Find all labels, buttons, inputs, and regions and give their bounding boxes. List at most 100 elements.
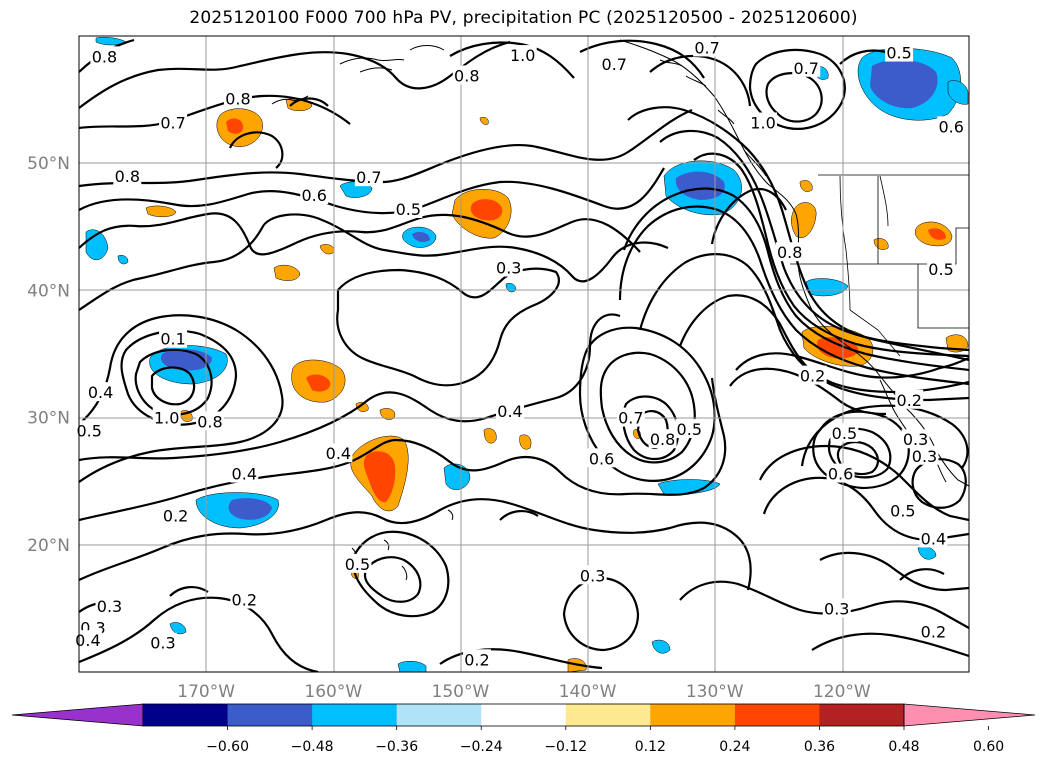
contour-label: 0.8 bbox=[195, 411, 224, 431]
colorbar-tick-label: −0.60 bbox=[206, 739, 249, 755]
latitude-label: 30°N bbox=[27, 409, 70, 429]
colorbar-tick-label: −0.12 bbox=[544, 739, 587, 755]
colorbar-segment bbox=[143, 704, 229, 726]
colorbar-frame bbox=[142, 703, 905, 727]
contour-label: 0.8 bbox=[648, 429, 677, 449]
contour-label: 0.5 bbox=[75, 420, 104, 440]
contour-label: 0.2 bbox=[161, 505, 190, 526]
contour-label: 0.7 bbox=[792, 57, 821, 78]
contour-label: 0.4 bbox=[919, 528, 948, 548]
contour-label-text: 0.5 bbox=[76, 421, 101, 440]
contour-label: 0.3 bbox=[95, 595, 124, 616]
contour-label: 0.6 bbox=[587, 448, 616, 468]
longitude-label: 150°W bbox=[432, 682, 490, 702]
contour-label: 0.8 bbox=[452, 65, 481, 85]
contour-label-text: 0.4 bbox=[326, 444, 351, 463]
contour-label-text: 1.0 bbox=[510, 46, 535, 65]
contour-label: 0.7 bbox=[693, 37, 722, 57]
contour-label-text: 0.5 bbox=[890, 501, 915, 520]
contour-label: 1.0 bbox=[508, 45, 537, 65]
contour-label-text: 0.7 bbox=[160, 113, 185, 132]
contour-label: 0.3 bbox=[910, 445, 939, 466]
contour-label-text: 0.8 bbox=[92, 47, 117, 66]
contour-label: 0.4 bbox=[230, 463, 259, 484]
contour-label-text: 0.4 bbox=[232, 465, 257, 484]
contour-label: 0.8 bbox=[775, 242, 804, 262]
contour-label: 0.5 bbox=[675, 419, 704, 439]
contour-label: 0.5 bbox=[830, 422, 859, 443]
contour-label: 0.8 bbox=[90, 46, 119, 66]
contour-labels: 0.80.80.70.8 0.70.60.50.81.0 0.70.70.71.00… bbox=[73, 37, 966, 669]
contour-label: 0.6 bbox=[826, 463, 855, 484]
colorbar-extend-high bbox=[903, 703, 1036, 727]
contour-label: 0.7 bbox=[159, 112, 188, 132]
contour-label: 0.1 bbox=[159, 328, 188, 349]
colorbar-tick-label: 0.36 bbox=[804, 739, 835, 755]
contour-label: 0.5 bbox=[394, 198, 423, 219]
longitude-label: 170°W bbox=[177, 682, 235, 702]
contour-label: 0.4 bbox=[73, 630, 102, 650]
contour-label: 0.7 bbox=[600, 53, 629, 74]
contour-label-text: 0.8 bbox=[197, 412, 222, 431]
latitude-label: 20°N bbox=[27, 536, 70, 556]
contour-label: 0.5 bbox=[343, 553, 372, 574]
colorbar-tick-label: 0.48 bbox=[888, 739, 919, 755]
contour-label-text: 0.6 bbox=[589, 449, 614, 468]
colorbar: −0.60 −0.48 −0.36 −0.24 −0.12 0.12 0.24 0.36 0.4… bbox=[11, 703, 1036, 755]
longitude-label: 140°W bbox=[559, 682, 617, 702]
contour-label-text: 0.1 bbox=[160, 330, 185, 349]
contour-label: 0.3 bbox=[822, 598, 851, 618]
contour-label-text: 0.2 bbox=[163, 507, 188, 526]
contour-label-text: 0.2 bbox=[464, 650, 489, 669]
contour-label-text: 0.7 bbox=[602, 55, 627, 74]
longitude-label: 160°W bbox=[304, 682, 362, 702]
colorbar-segment bbox=[312, 704, 398, 726]
contour-label-text: 0.8 bbox=[454, 66, 479, 85]
contour-label-text: 0.3 bbox=[150, 634, 175, 653]
contour-label-text: 0.3 bbox=[580, 566, 605, 585]
colorbar-tick-label: 0.60 bbox=[973, 739, 1004, 755]
contour-label: 0.2 bbox=[919, 621, 948, 641]
pv-contours bbox=[79, 38, 969, 672]
contour-label-text: 0.5 bbox=[886, 44, 911, 63]
contour-label-text: 0.6 bbox=[938, 117, 963, 136]
contour-label-text: 0.4 bbox=[88, 383, 113, 402]
contour-label: 0.8 bbox=[113, 165, 142, 186]
contour-label-text: 0.5 bbox=[677, 420, 702, 439]
contour-label-text: 0.5 bbox=[396, 200, 421, 219]
contour-label: 0.2 bbox=[462, 649, 491, 669]
contour-label: 0.6 bbox=[300, 185, 329, 205]
contour-label-text: 0.3 bbox=[97, 597, 122, 616]
contour-label: 0.4 bbox=[86, 382, 115, 402]
colorbar-tick-label: 0.12 bbox=[635, 739, 666, 755]
contour-label: 0.7 bbox=[616, 407, 645, 428]
contour-label: 0.3 bbox=[901, 429, 930, 449]
colorbar-segment bbox=[819, 704, 905, 726]
contour-label-text: 0.4 bbox=[75, 631, 100, 650]
contour-label-text: 0.8 bbox=[777, 243, 802, 262]
contour-label: 0.6 bbox=[937, 116, 966, 136]
contour-label-text: 0.4 bbox=[497, 402, 522, 421]
colorbar-segment bbox=[565, 704, 651, 726]
latitude-label: 40°N bbox=[27, 281, 70, 301]
map-frame bbox=[78, 35, 970, 673]
contour-label: 1.0 bbox=[152, 407, 181, 428]
contour-label-text: 0.2 bbox=[897, 391, 922, 410]
contour-label: 0.2 bbox=[798, 365, 827, 386]
longitude-labels: 170°W 160°W 150°W 140°W 130°W 120°W bbox=[177, 682, 871, 702]
contour-label-text: 0.5 bbox=[832, 424, 857, 443]
contour-label-text: 0.5 bbox=[928, 260, 953, 279]
map-title: 2025120100 F000 700 hPa PV, precipitatio… bbox=[189, 8, 858, 28]
contour-label-text: 0.8 bbox=[650, 430, 675, 449]
contour-label-text: 0.3 bbox=[496, 259, 521, 278]
longitude-label: 130°W bbox=[686, 682, 744, 702]
contour-label: 0.5 bbox=[888, 500, 917, 520]
colorbar-segment bbox=[396, 704, 482, 726]
contour-label: 0.3 bbox=[494, 257, 523, 278]
contour-label-text: 0.3 bbox=[903, 430, 928, 449]
contour-label-text: 0.7 bbox=[794, 59, 819, 78]
contour-label: 0.5 bbox=[927, 258, 956, 279]
contour-label-text: 1.0 bbox=[750, 113, 775, 132]
contour-label: 0.4 bbox=[496, 401, 525, 421]
